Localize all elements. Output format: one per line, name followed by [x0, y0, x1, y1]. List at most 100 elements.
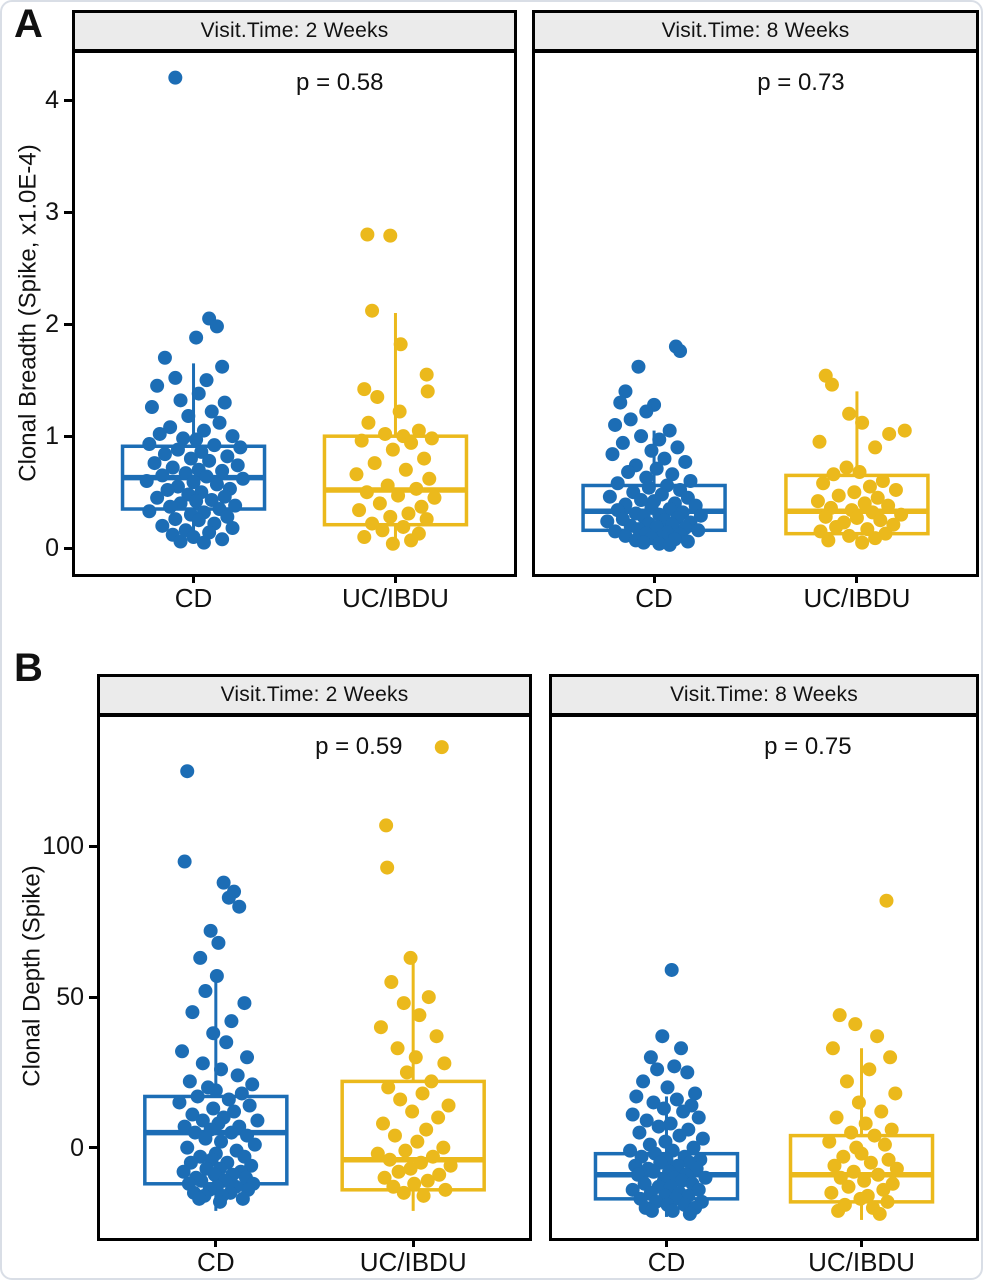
jitter-point-UC/IBDU [437, 1056, 452, 1071]
jitter-point-CD [196, 535, 211, 550]
jitter-point-UC/IBDU [874, 1104, 889, 1119]
jitter-point-UC/IBDU [365, 516, 380, 531]
jitter-point-UC/IBDU [412, 1008, 427, 1023]
jitter-point-UC/IBDU [883, 1050, 898, 1065]
jitter-point-UC/IBDU [870, 1029, 885, 1044]
jitter-point-UC/IBDU [401, 506, 416, 521]
x-tick-mark [214, 1238, 218, 1247]
jitter-point-UC/IBDU [829, 1110, 844, 1125]
jitter-point-CD [623, 412, 638, 427]
jitter-point-CD [150, 490, 165, 505]
x-category-label: UC/IBDU [359, 1247, 467, 1277]
facet-plot-area: p = 0.59 [100, 717, 529, 1238]
jitter-point-CD [621, 465, 636, 480]
jitter-point-UC/IBDU [407, 1176, 422, 1191]
jitter-point-CD [695, 1131, 710, 1146]
jitter-point-CD [209, 319, 224, 334]
jitter-point-UC/IBDU [821, 533, 836, 548]
y-tick-mark [89, 1146, 97, 1150]
jitter-point-CD [608, 417, 623, 432]
jitter-point-CD [147, 456, 162, 471]
jitter-point-CD [160, 482, 175, 497]
jitter-point-CD [224, 1014, 239, 1029]
jitter-point-UC/IBDU [818, 509, 833, 524]
jitter-point-CD [664, 962, 679, 977]
jitter-point-CD [230, 1068, 245, 1083]
y-tick-mark [89, 995, 97, 999]
jitter-point-UC/IBDU [373, 1020, 388, 1035]
jitter-point-UC/IBDU [438, 1182, 453, 1197]
jitter-point-UC/IBDU [391, 1164, 406, 1179]
jitter-point-CD [682, 1206, 697, 1221]
jitter-point-UC/IBDU [410, 1134, 425, 1149]
jitter-point-UC/IBDU [857, 1173, 872, 1188]
jitter-point-UC/IBDU [413, 1155, 428, 1170]
jitter-point-UC/IBDU [824, 377, 839, 392]
jitter-point-CD [142, 504, 157, 519]
jitter-point-UC/IBDU [436, 1140, 451, 1155]
jitter-point-CD [615, 435, 630, 450]
jitter-point-UC/IBDU [404, 533, 419, 548]
jitter-point-UC/IBDU [881, 498, 896, 513]
jitter-point-CD [242, 1098, 257, 1113]
jitter-point-UC/IBDU [881, 1152, 896, 1167]
jitter-point-CD [195, 1113, 210, 1128]
jitter-point-CD [613, 395, 628, 410]
jitter-point-UC/IBDU [833, 1170, 848, 1185]
x-category-label: CD [647, 1247, 686, 1277]
jitter-point-UC/IBDU [854, 1146, 869, 1161]
jitter-point-UC/IBDU [888, 482, 903, 497]
jitter-point-CD [655, 1029, 670, 1044]
jitter-point-UC/IBDU [416, 1188, 431, 1203]
jitter-point-UC/IBDU [398, 1143, 413, 1158]
jitter-point-UC/IBDU [832, 1008, 847, 1023]
jitter-point-CD [233, 440, 248, 455]
jitter-point-UC/IBDU [375, 523, 390, 538]
jitter-point-CD [670, 440, 685, 455]
jitter-point-UC/IBDU [831, 1203, 846, 1218]
jitter-point-CD [683, 474, 698, 489]
jitter-point-CD [191, 386, 206, 401]
jitter-point-CD [221, 890, 236, 905]
facet-title: Visit.Time: 8 Weeks [552, 677, 976, 717]
jitter-point-UC/IBDU [870, 490, 885, 505]
jitter-point-UC/IBDU [888, 1086, 903, 1101]
jitter-point-UC/IBDU [862, 1062, 877, 1077]
jitter-point-CD [250, 1113, 265, 1128]
jitter-point-CD [235, 471, 250, 486]
jitter-point-CD [144, 400, 159, 415]
jitter-point-CD [219, 1035, 234, 1050]
jitter-point-UC/IBDU [360, 227, 375, 242]
jitter-point-UC/IBDU [868, 440, 883, 455]
jitter-point-CD [168, 512, 183, 527]
jitter-point-UC/IBDU [831, 488, 846, 503]
jitter-point-CD [623, 1143, 638, 1158]
jitter-point-CD [680, 534, 695, 549]
jitter-point-CD [155, 468, 170, 483]
jitter-point-CD [650, 1062, 665, 1077]
jitter-point-CD [672, 1128, 687, 1143]
jitter-point-UC/IBDU [404, 435, 419, 450]
jitter-point-UC/IBDU [393, 337, 408, 352]
jitter-point-CD [203, 923, 218, 938]
boxplot-canvas [581, 339, 930, 552]
jitter-point-UC/IBDU [884, 1122, 899, 1137]
p-value-label: p = 0.58 [296, 69, 384, 96]
jitter-point-CD [168, 370, 183, 385]
jitter-point-CD [240, 1050, 255, 1065]
jitter-point-CD [652, 536, 667, 551]
facet-title: Visit.Time: 8 Weeks [535, 13, 976, 53]
p-value-label: p = 0.73 [757, 69, 845, 96]
jitter-point-CD [206, 1101, 221, 1116]
jitter-point-CD [665, 1203, 680, 1218]
jitter-point-CD [610, 476, 625, 491]
jitter-point-UC/IBDU [872, 1206, 887, 1221]
jitter-point-UC/IBDU [390, 1041, 405, 1056]
jitter-point-CD [662, 537, 677, 552]
jitter-point-CD [634, 429, 649, 444]
jitter-point-CD [680, 1065, 695, 1080]
jitter-point-CD [215, 359, 230, 374]
jitter-point-CD [244, 1158, 259, 1173]
jitter-point-UC/IBDU [867, 1128, 882, 1143]
